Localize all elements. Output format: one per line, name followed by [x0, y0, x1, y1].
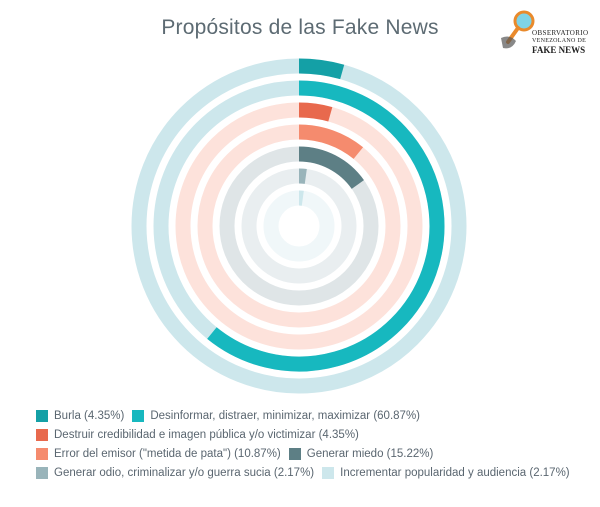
logo: OBSERVATORIO VENEZOLANO DE FAKE NEWS — [498, 8, 598, 64]
legend-swatch-odio — [36, 466, 48, 479]
radial-bar-chart — [131, 58, 467, 394]
chart-title: Propósitos de las Fake News — [161, 16, 439, 39]
legend-row-4: Generar odio, criminalizar y/o guerra su… — [36, 463, 596, 482]
legend-swatch-burla — [36, 409, 48, 422]
legend-label-burla: Burla (4.35%) — [54, 409, 125, 422]
legend: Burla (4.35%) Desinformar, distraer, min… — [36, 406, 596, 482]
logo-text: OBSERVATORIO VENEZOLANO DE FAKE NEWS — [532, 29, 589, 55]
ring-track-popularidad — [263, 190, 335, 262]
ring-track-destruir — [175, 102, 423, 350]
ring-bar-miedo[interactable] — [298, 146, 364, 190]
ring-bar-burla[interactable] — [298, 58, 345, 80]
legend-swatch-error — [36, 447, 48, 460]
legend-label-error: Error del emisor ("metida de pata") (10.… — [54, 447, 281, 460]
legend-label-desinformar: Desinformar, distraer, minimizar, maximi… — [150, 409, 420, 422]
legend-item-burla[interactable]: Burla (4.35%) — [36, 409, 125, 422]
legend-label-popularidad: Incrementar popularidad y audiencia (2.1… — [340, 466, 570, 479]
logo-line-3: FAKE NEWS — [532, 45, 586, 55]
magnifier-icon — [501, 10, 535, 49]
legend-item-miedo[interactable]: Generar miedo (15.22%) — [288, 447, 434, 460]
legend-item-destruir[interactable]: Destruir credibilidad e imagen pública y… — [36, 428, 359, 441]
ring-bar-desinformar[interactable] — [207, 80, 445, 372]
legend-swatch-desinformar — [132, 409, 145, 422]
legend-item-odio[interactable]: Generar odio, criminalizar y/o guerra su… — [36, 466, 315, 479]
ring-bar-destruir[interactable] — [298, 102, 333, 122]
ring-bar-error[interactable] — [298, 124, 364, 160]
legend-swatch-miedo — [288, 447, 301, 460]
legend-item-popularidad[interactable]: Incrementar popularidad y audiencia (2.1… — [322, 466, 570, 479]
legend-row-1: Burla (4.35%) Desinformar, distraer, min… — [36, 406, 596, 425]
legend-label-odio: Generar odio, criminalizar y/o guerra su… — [54, 466, 315, 479]
legend-label-miedo: Generar miedo (15.22%) — [306, 447, 434, 460]
legend-item-desinformar[interactable]: Desinformar, distraer, minimizar, maximi… — [132, 409, 420, 422]
logo-line-2: VENEZOLANO DE — [532, 38, 587, 44]
legend-swatch-destruir — [36, 428, 48, 441]
legend-row-2: Destruir credibilidad e imagen pública y… — [36, 425, 596, 444]
logo-line-1: OBSERVATORIO — [532, 29, 589, 37]
legend-label-destruir: Destruir credibilidad e imagen pública y… — [54, 428, 359, 441]
legend-row-3: Error del emisor ("metida de pata") (10.… — [36, 444, 596, 463]
legend-item-error[interactable]: Error del emisor ("metida de pata") (10.… — [36, 447, 281, 460]
legend-swatch-popularidad — [322, 466, 335, 479]
